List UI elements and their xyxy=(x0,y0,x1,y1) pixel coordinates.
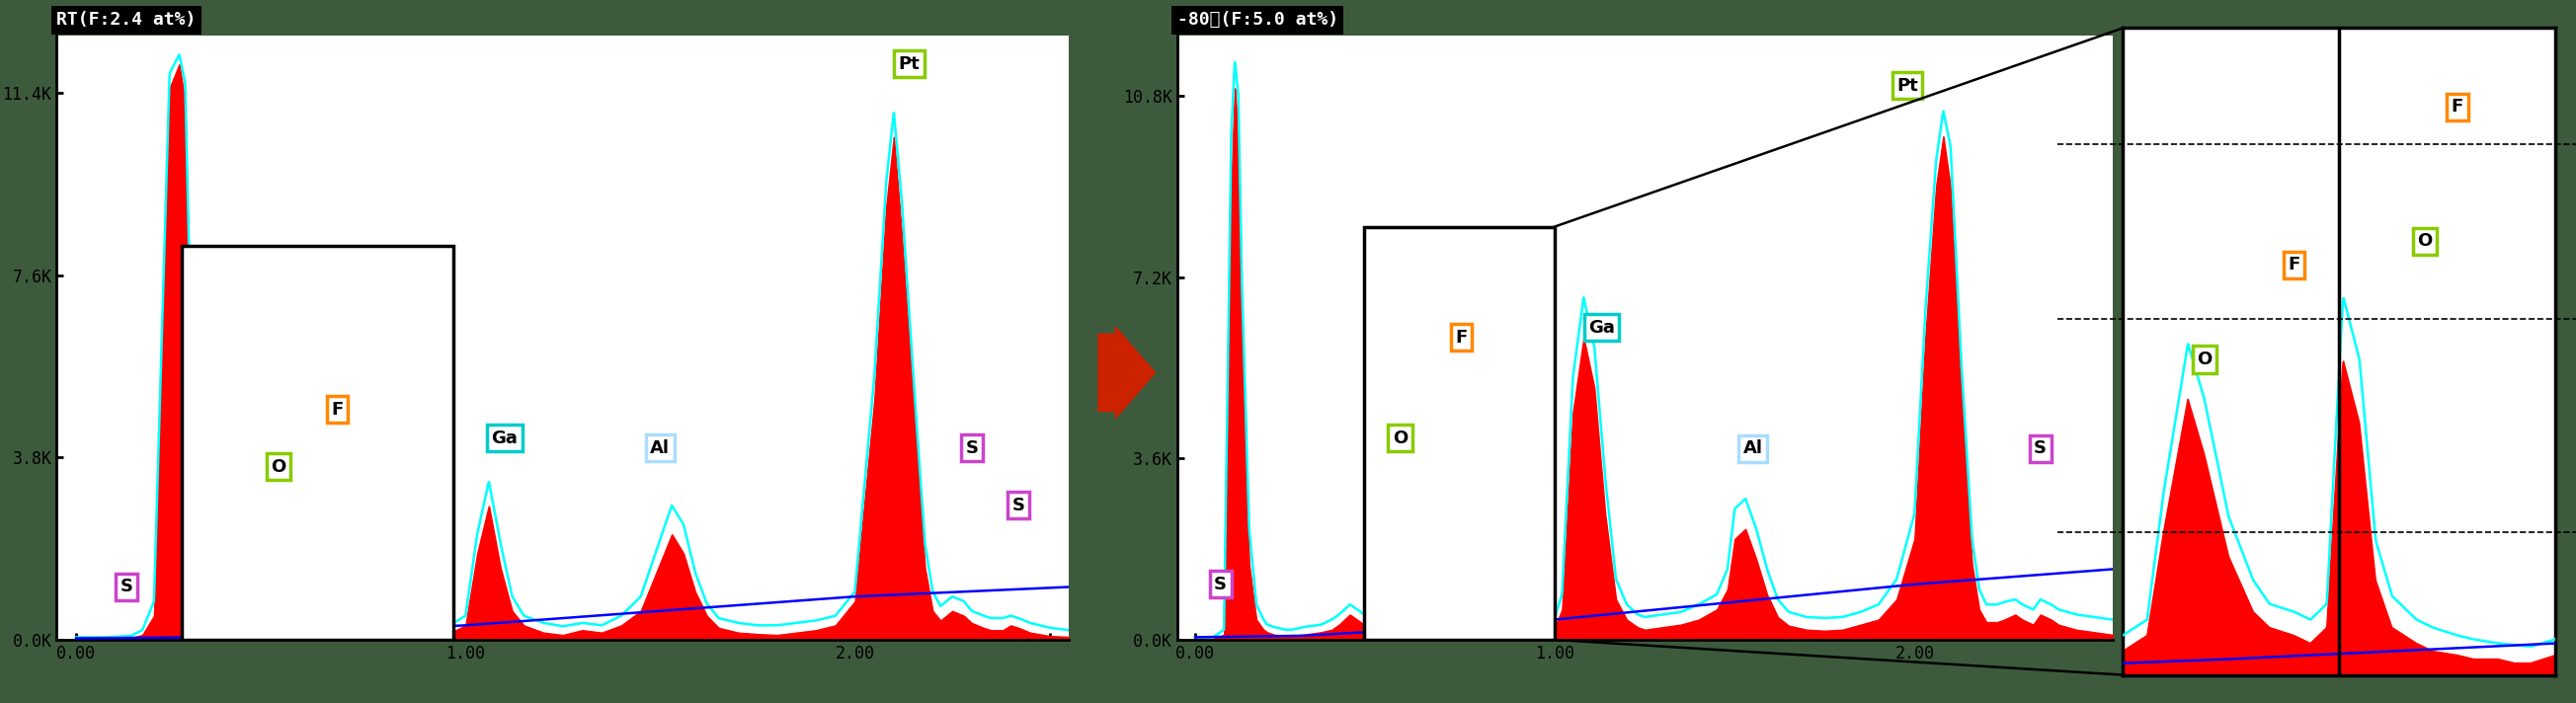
Text: -80℃(F:5.0 at%): -80℃(F:5.0 at%) xyxy=(1177,11,1340,29)
Text: F: F xyxy=(2452,98,2463,116)
Bar xyxy=(1365,226,1556,640)
Bar xyxy=(180,246,453,640)
Text: Pt: Pt xyxy=(899,55,920,73)
Text: F: F xyxy=(2287,256,2300,273)
Text: S: S xyxy=(966,439,979,457)
Text: S: S xyxy=(2035,439,2048,457)
Text: Al: Al xyxy=(649,439,670,457)
Text: S: S xyxy=(1213,576,1226,593)
Text: S: S xyxy=(121,578,134,596)
Text: RT(F:2.4 at%): RT(F:2.4 at%) xyxy=(57,11,196,29)
Text: O: O xyxy=(2416,232,2432,250)
Text: O: O xyxy=(2197,351,2213,368)
Text: O: O xyxy=(1394,430,1406,447)
Text: Pt: Pt xyxy=(1896,77,1919,94)
Text: F: F xyxy=(1455,328,1468,347)
Text: Al: Al xyxy=(1744,439,1762,457)
Text: O: O xyxy=(270,458,286,476)
Text: Ga: Ga xyxy=(1589,318,1615,336)
Text: S: S xyxy=(1012,496,1025,515)
Text: F: F xyxy=(330,401,343,418)
Text: Ga: Ga xyxy=(492,430,518,447)
